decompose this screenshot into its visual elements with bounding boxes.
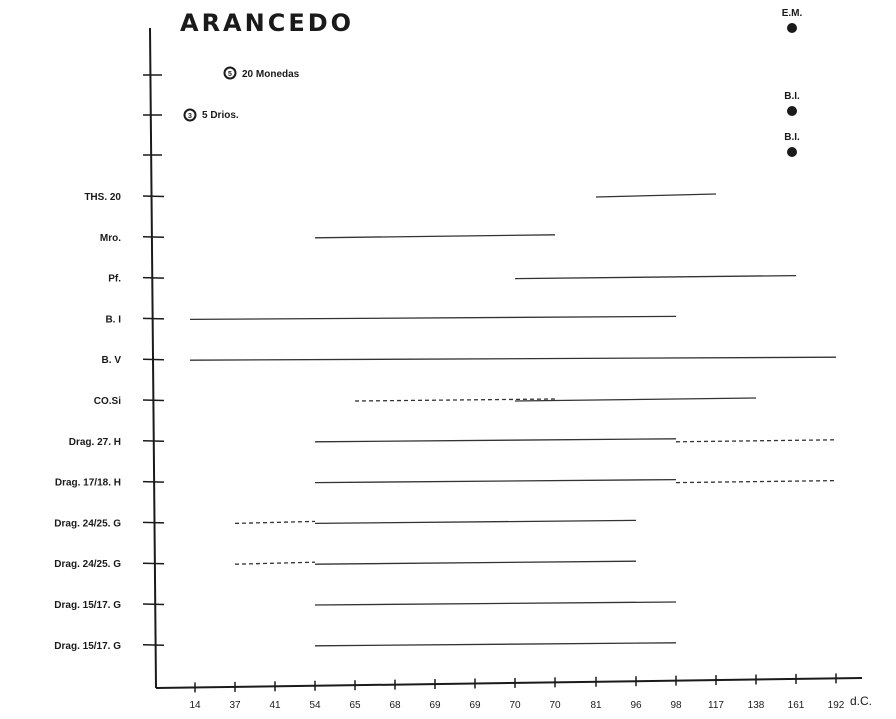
x-tick-label-17: 192 — [828, 700, 845, 711]
y-tick-9 — [142, 521, 165, 524]
y-tick-1 — [142, 195, 165, 198]
row-8-solid-range-1 — [314, 478, 677, 484]
x-tick-label-15: 138 — [748, 700, 765, 711]
x-axis-ticks: 14 37 41 54 65 68 69 69 70 70 81 96 98 117 138 161 192 — [189, 673, 845, 711]
y-tick-6 — [142, 399, 165, 402]
row-label-10: Drag. 24/25. G — [54, 559, 121, 570]
row-label-6: CO.Si — [94, 396, 121, 407]
row-8-dashed-range-1 — [675, 479, 837, 484]
point-label-3: B.I. — [784, 132, 800, 143]
legend-marker-1 — [223, 66, 237, 80]
row-12-solid-range-1 — [314, 642, 677, 647]
row-2-solid-range-1 — [314, 234, 556, 239]
row-3-solid-range-1 — [514, 274, 797, 280]
y-tick-10 — [142, 562, 165, 565]
y-tick-7 — [142, 440, 165, 443]
legend-label-2: 5 Drios. — [202, 110, 239, 121]
y-tick-11 — [142, 603, 165, 606]
point-marker-3 — [787, 147, 797, 157]
row-4-solid-range-1 — [189, 315, 677, 321]
row-10-dashed-range-1 — [234, 561, 316, 565]
x-tick-label-1: 14 — [189, 700, 201, 711]
x-tick-label-12: 96 — [630, 700, 642, 711]
point-label-1: E.M. — [782, 8, 803, 19]
y-axis — [149, 27, 157, 689]
point-marker-1 — [787, 23, 797, 33]
y-tick-12 — [142, 644, 165, 647]
row-label-5: B. V — [102, 355, 122, 366]
point-label-2: B.I. — [784, 91, 800, 102]
row-6-solid-range-1 — [514, 397, 757, 402]
row-label-12: Drag. 15/17. G — [54, 641, 121, 652]
row-7-solid-range-1 — [314, 438, 677, 443]
point-marker-2 — [787, 106, 797, 116]
legend-item-2: 3 5 Drios. — [183, 108, 239, 122]
legend-item-1: 5 20 Monedas — [223, 66, 300, 80]
row-7-dashed-range-1 — [675, 439, 837, 443]
x-axis-unit: d.C. — [850, 694, 872, 708]
row-label-1: THS. 20 — [84, 192, 121, 203]
x-tick-label-10: 70 — [549, 700, 561, 711]
chart-title: ARANCEDO — [180, 9, 354, 37]
x-tick-label-9: 70 — [509, 700, 521, 711]
row-label-4: B. I — [105, 314, 121, 325]
row-5-solid-range-1 — [189, 356, 837, 361]
x-tick-label-5: 65 — [349, 700, 361, 711]
row-label-8: Drag. 17/18. H — [55, 478, 121, 489]
x-tick-label-13: 98 — [670, 700, 682, 711]
x-tick-label-16: 161 — [788, 700, 805, 711]
row-label-11: Drag. 15/17. G — [54, 600, 121, 611]
x-tick-label-14: 117 — [708, 700, 724, 711]
row-label-7: Drag. 27. H — [69, 437, 121, 448]
legend: 5 20 Monedas 3 5 Drios. — [183, 66, 300, 122]
y-tick-8 — [142, 480, 165, 483]
row-label-2: Mro. — [100, 233, 121, 244]
x-tick-label-2: 37 — [229, 700, 241, 711]
x-tick-label-8: 69 — [469, 700, 481, 711]
point-markers: E.M. B.I. B.I. — [782, 8, 803, 157]
x-axis — [155, 677, 863, 689]
legend-marker-2 — [183, 108, 197, 122]
y-tick-3 — [142, 276, 165, 279]
x-tick-label-4: 54 — [309, 700, 321, 711]
row-label-9: Drag. 24/25. G — [54, 518, 121, 529]
row-1-solid-range-1 — [595, 193, 717, 198]
x-tick-label-3: 41 — [269, 700, 281, 711]
y-axis-ticks — [142, 74, 165, 647]
row-9-dashed-range-1 — [234, 520, 316, 525]
legend-label-1: 20 Monedas — [242, 69, 300, 80]
row-9-solid-range-1 — [314, 519, 637, 525]
row-10-solid-range-1 — [314, 560, 637, 565]
x-tick-label-11: 81 — [590, 700, 602, 711]
x-tick-label-6: 68 — [389, 700, 401, 711]
x-tick-label-7: 69 — [429, 700, 441, 711]
y-tick-2 — [142, 236, 165, 239]
y-tick-5 — [142, 358, 165, 361]
legend-marker-number-1: 5 — [228, 71, 232, 78]
range-rows: THS. 20 Mro. Pf. B. I B. V CO.Si Drag. 27. H Dr… — [54, 192, 837, 652]
y-tick-4 — [142, 317, 165, 320]
row-label-3: Pf. — [108, 274, 121, 285]
legend-marker-number-2: 3 — [188, 113, 192, 120]
row-11-solid-range-1 — [314, 601, 677, 606]
row-6-dashed-range-1 — [354, 398, 556, 402]
